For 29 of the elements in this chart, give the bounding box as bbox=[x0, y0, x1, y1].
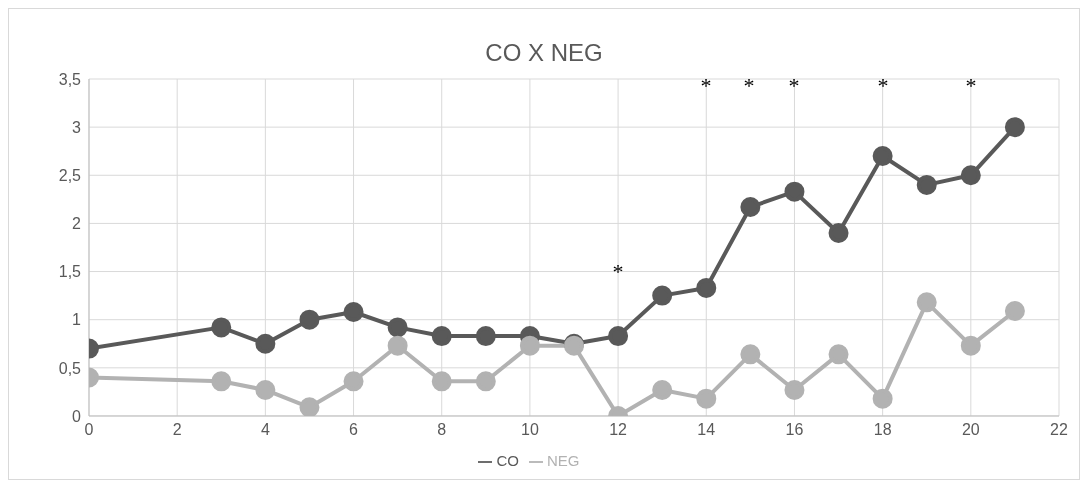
annotation: * bbox=[700, 73, 712, 98]
y-tick-label: 1,5 bbox=[58, 263, 82, 281]
y-tick-label: 1 bbox=[72, 311, 82, 329]
annotation: * bbox=[743, 73, 755, 98]
annotation: * bbox=[965, 73, 977, 98]
x-tick-label: 20 bbox=[961, 421, 980, 439]
x-tick-label: 14 bbox=[697, 421, 716, 439]
y-tick-label: 3 bbox=[72, 118, 82, 136]
y-tick-label: 3,5 bbox=[58, 70, 82, 88]
annotation: * bbox=[788, 73, 800, 98]
x-tick-label: 10 bbox=[521, 421, 539, 439]
y-tick-label: 2,5 bbox=[58, 166, 82, 184]
x-tick-label: 16 bbox=[785, 421, 804, 439]
chart-title: CO X NEG bbox=[484, 38, 604, 68]
x-tick-label: 22 bbox=[1050, 421, 1068, 439]
y-tick-label: 0 bbox=[72, 407, 82, 425]
x-tick-label: 4 bbox=[260, 421, 270, 439]
x-tick-label: 12 bbox=[609, 421, 628, 439]
x-tick-label: 8 bbox=[437, 421, 447, 439]
y-tick-label: 0,5 bbox=[58, 359, 82, 377]
x-tick-label: 6 bbox=[349, 421, 359, 439]
x-tick-label: 2 bbox=[172, 421, 182, 439]
annotation: * bbox=[877, 73, 889, 98]
y-tick-label: 2 bbox=[72, 215, 82, 233]
x-tick-label: 18 bbox=[873, 421, 892, 439]
x-tick-label: 0 bbox=[84, 421, 94, 439]
legend-label: NEG bbox=[546, 451, 580, 469]
legend-label: CO bbox=[496, 451, 519, 469]
annotation: * bbox=[612, 259, 624, 284]
